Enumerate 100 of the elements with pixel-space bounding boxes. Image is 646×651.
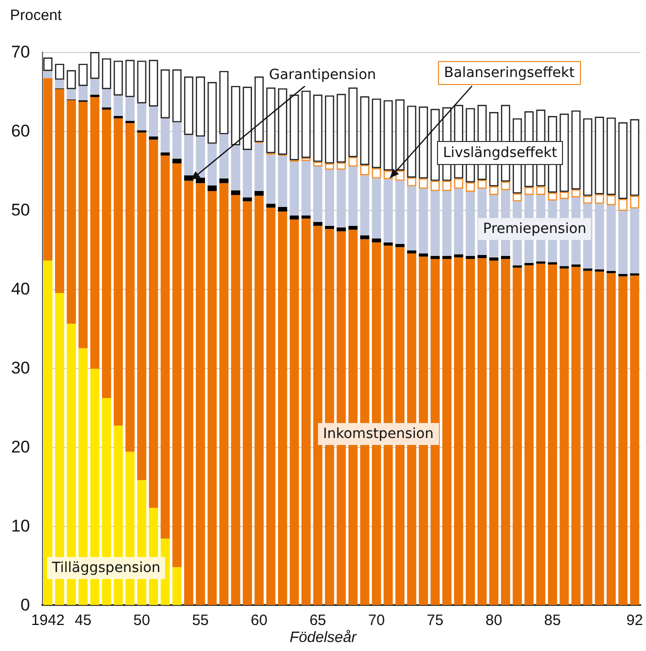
bar	[336, 170, 346, 228]
bar	[125, 123, 135, 452]
text: Balanseringseffekt	[438, 61, 581, 85]
y-tick-label: 20	[11, 438, 30, 456]
bar	[489, 257, 498, 261]
bar	[208, 82, 217, 144]
bar	[466, 256, 475, 259]
bar	[114, 60, 123, 96]
bar	[360, 175, 370, 236]
series-label: Tilläggspension	[47, 557, 166, 579]
bar	[55, 64, 64, 80]
bar	[148, 106, 158, 137]
bar	[418, 188, 428, 254]
bar	[407, 250, 416, 254]
x-tick-label: 65	[309, 612, 326, 629]
bar	[606, 273, 616, 605]
bar	[348, 166, 358, 226]
bar	[172, 122, 182, 159]
bar	[254, 191, 264, 196]
bar	[78, 102, 88, 348]
bar	[219, 183, 228, 605]
bar	[66, 100, 76, 324]
x-tick-label: 1942	[31, 612, 65, 629]
bar	[184, 134, 194, 176]
bar	[360, 235, 370, 240]
bar	[66, 70, 76, 90]
x-tick-label: 80	[485, 612, 502, 629]
bar	[208, 144, 217, 186]
y-axis-title: Procent	[10, 7, 63, 24]
series-label: Premiepension	[478, 218, 592, 240]
bar	[290, 162, 299, 216]
bar	[254, 196, 264, 605]
x-tick-label: 50	[133, 612, 150, 629]
bar	[372, 238, 382, 242]
bar	[114, 118, 123, 426]
bar	[430, 191, 440, 256]
y-tick-label: 40	[11, 280, 30, 298]
bar	[242, 197, 252, 202]
x-tick-label: 70	[368, 612, 385, 629]
bar	[43, 58, 52, 71]
bar	[466, 192, 475, 256]
y-tick-label: 10	[11, 516, 30, 536]
bar	[78, 64, 88, 86]
bar	[125, 97, 135, 121]
bar	[231, 86, 240, 146]
bar	[478, 258, 487, 605]
bar	[114, 95, 123, 116]
bar	[571, 266, 581, 605]
bar	[372, 178, 382, 238]
bar	[219, 70, 228, 134]
x-tick-label: 85	[544, 612, 561, 629]
x-tick-label: 92	[626, 612, 644, 629]
bar	[384, 242, 393, 246]
bar	[55, 80, 64, 88]
bar	[208, 186, 217, 192]
bar	[301, 90, 311, 158]
bar	[395, 244, 405, 248]
y-tick-label: 0	[20, 596, 30, 614]
bar	[336, 227, 346, 232]
x-tick-label: 45	[74, 612, 92, 629]
bar	[524, 265, 534, 605]
bar	[278, 212, 288, 605]
bar	[290, 94, 299, 160]
bar	[160, 155, 170, 539]
bar	[219, 178, 228, 184]
bar	[606, 205, 616, 271]
bar	[313, 222, 322, 226]
bar	[43, 260, 52, 605]
bar	[630, 273, 640, 276]
bar	[231, 190, 240, 195]
series-label: Inkomstpension	[318, 423, 439, 445]
x-axis-title: Födelseår	[290, 629, 358, 646]
bar	[78, 86, 88, 100]
bar	[442, 256, 452, 259]
bar	[478, 255, 487, 258]
bar	[114, 116, 123, 118]
bar	[172, 163, 182, 568]
bar	[160, 69, 170, 118]
x-tick-label: 55	[192, 612, 209, 629]
bar	[242, 201, 252, 605]
bar	[348, 226, 358, 230]
bar	[290, 216, 299, 220]
bar	[184, 76, 194, 135]
bar	[184, 180, 194, 605]
bar	[148, 60, 158, 107]
bar	[242, 150, 252, 198]
bar	[442, 258, 452, 605]
bar	[594, 272, 604, 605]
y-tick-label: 60	[11, 122, 30, 140]
bar	[454, 254, 464, 258]
bar	[454, 188, 464, 254]
bar	[90, 97, 100, 369]
text: Garantipension	[264, 64, 382, 86]
bar	[618, 274, 628, 276]
bar	[313, 226, 322, 605]
bar	[407, 186, 416, 250]
bar	[536, 264, 546, 605]
bar	[55, 89, 64, 293]
bar	[290, 219, 299, 605]
x-tick-label: 75	[426, 612, 444, 629]
